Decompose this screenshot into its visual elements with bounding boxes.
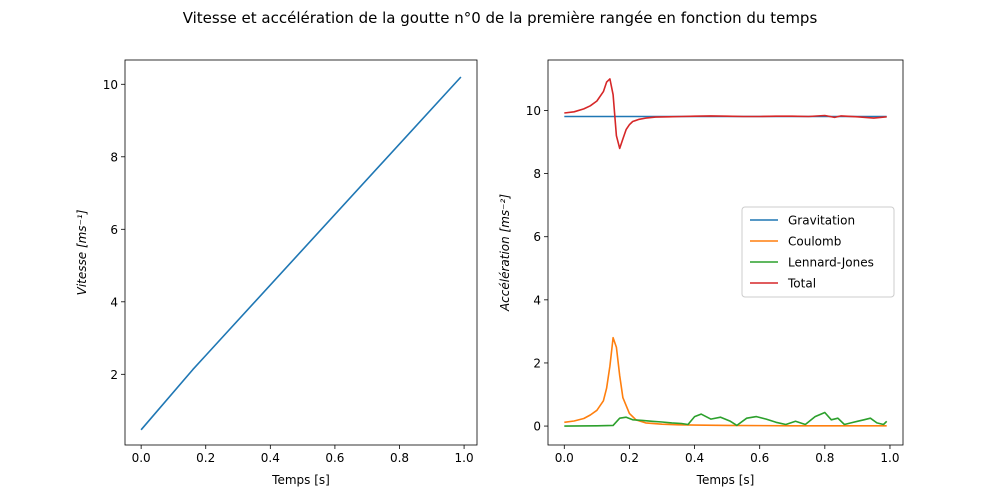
y-tick-label: 2 (110, 368, 118, 382)
x-tick-label: 0.8 (390, 451, 409, 465)
y-axis-label: Accélération [ms⁻²] (498, 194, 512, 312)
x-axis-label: Temps [s] (696, 473, 755, 487)
y-tick-label: 8 (110, 150, 118, 164)
figure-title: Vitesse et accélération de la goutte n°0… (183, 9, 818, 27)
x-tick-label: 1.0 (455, 451, 474, 465)
velocity-plot-frame (124, 59, 478, 446)
coulomb-line (564, 336, 887, 427)
y-tick-label: 6 (110, 223, 118, 237)
x-tick-label: 0.6 (325, 451, 344, 465)
y-tick-label: 8 (533, 167, 541, 181)
y-tick-label: 0 (533, 420, 541, 434)
x-tick-label: 0.4 (261, 451, 280, 465)
y-axis-label: Vitesse [ms⁻¹] (75, 209, 89, 295)
acceleration-panel: 0.0 0.2 0.4 0.6 0.8 1.0 0 2 4 6 8 10 Temps [s] Accélé… (498, 59, 904, 487)
lennard-jones-line (564, 411, 888, 427)
x-tick-label: 0.0 (555, 451, 574, 465)
x-axis-label: Temps [s] (271, 473, 330, 487)
x-tick-label: 0.2 (620, 451, 639, 465)
y-tick-label: 4 (110, 295, 118, 309)
x-tick-label: 0.8 (815, 451, 834, 465)
legend-entry: Total (787, 277, 816, 291)
x-tick-label: 1.0 (880, 451, 899, 465)
legend-box (741, 206, 895, 298)
legend-entry: Lennard-Jones (788, 256, 874, 270)
x-tick-label: 0.4 (685, 451, 704, 465)
velocity-panel: 0.0 0.2 0.4 0.6 0.8 1.0 2 4 6 8 10 Temps [s] Vitesse… (75, 59, 478, 487)
y-tick-label: 6 (533, 230, 541, 244)
acceleration-plot-frame (547, 59, 904, 446)
x-tick-label: 0.6 (750, 451, 769, 465)
legend-entry: Gravitation (788, 214, 855, 228)
velocity-line (140, 76, 462, 431)
y-tick-label: 2 (533, 356, 541, 370)
total-line (564, 78, 887, 150)
y-tick-label: 4 (533, 293, 541, 307)
y-tick-label: 10 (103, 78, 118, 92)
x-tick-label: 0.2 (196, 451, 215, 465)
legend: Gravitation Coulomb Lennard-Jones Total (741, 206, 895, 298)
legend-entry: Coulomb (788, 235, 841, 249)
y-tick-label: 10 (526, 104, 541, 118)
x-tick-label: 0.0 (132, 451, 151, 465)
